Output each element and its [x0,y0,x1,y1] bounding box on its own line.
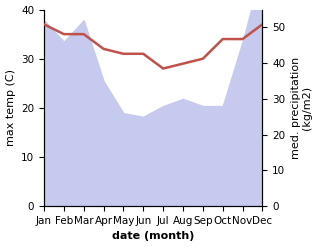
Y-axis label: med. precipitation
(kg/m2): med. precipitation (kg/m2) [291,57,313,159]
X-axis label: date (month): date (month) [112,231,194,242]
Y-axis label: max temp (C): max temp (C) [5,69,16,146]
